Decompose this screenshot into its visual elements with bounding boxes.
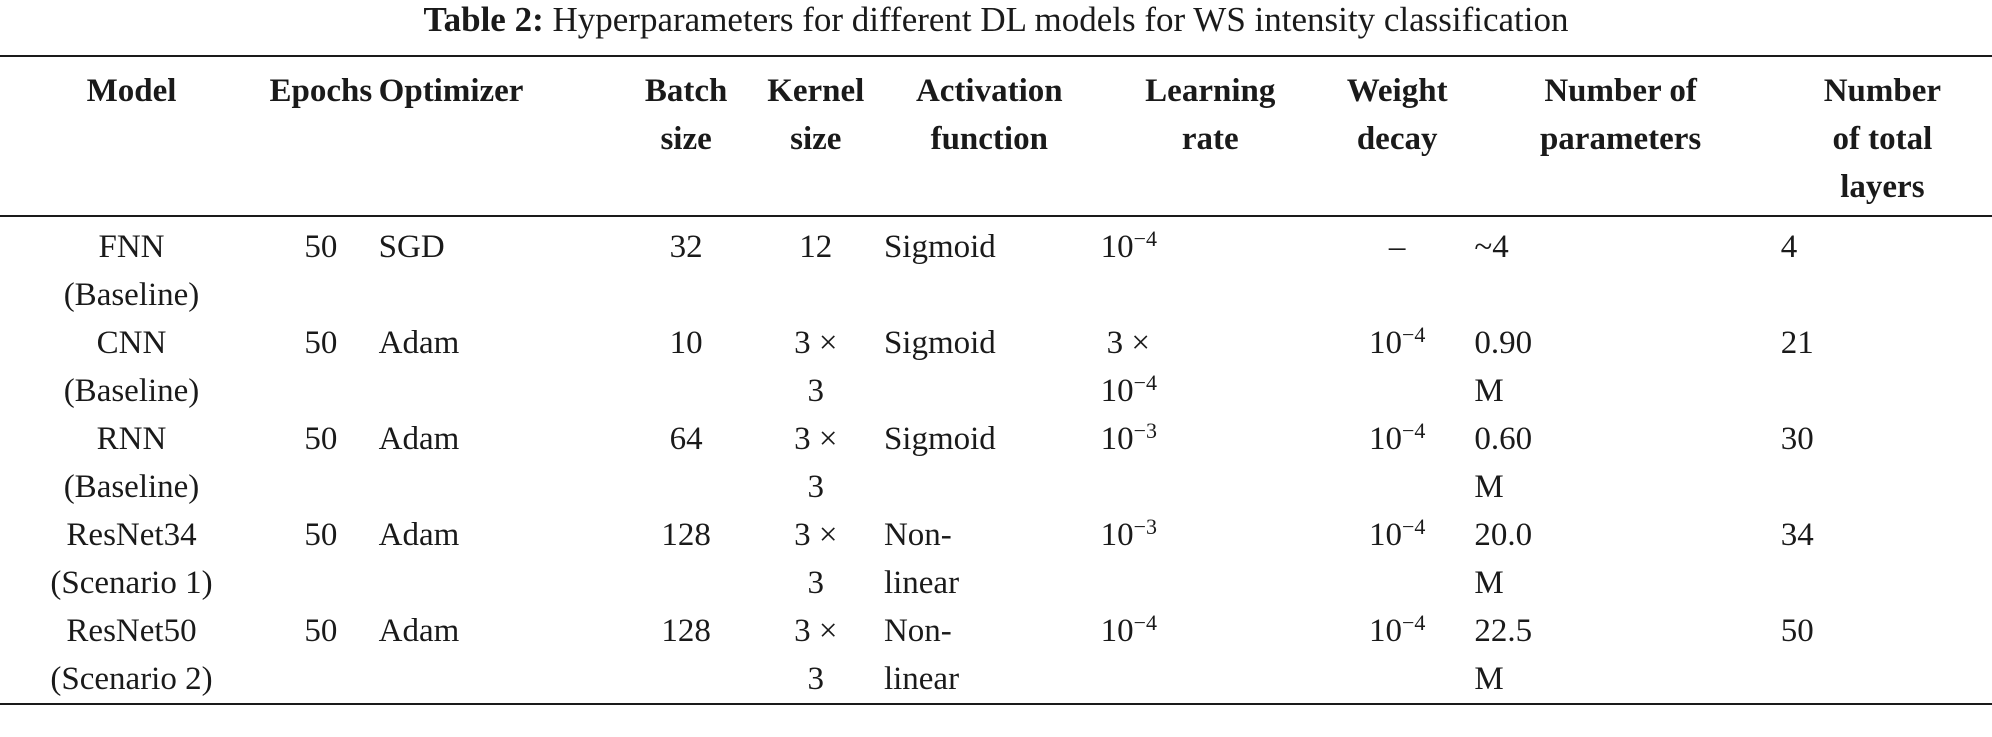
parameters-cell: 20.0 M [1474, 517, 1533, 601]
kernel-size-cell: 12 [799, 229, 833, 265]
activation-cell: Sigmoid [883, 325, 996, 361]
header-row: Model Epochs Optimizer Batch size Kernel s… [0, 56, 1992, 216]
epochs-cell: 50 [304, 613, 338, 649]
header-batch-size: Batch size [644, 73, 728, 157]
table-row: FNN (Baseline) 50 SGD 32 12 Sigmoid 10−4 – ~4 4 [0, 216, 1992, 319]
header-epochs: Epochs [269, 73, 373, 109]
learning-rate-cell: 10−4 [1100, 226, 1158, 265]
activation-cell: Non-linear [883, 517, 960, 601]
optimizer-cell: Adam [378, 613, 460, 649]
activation-cell: Sigmoid [883, 421, 996, 457]
weight-decay-cell: 10−4 [1368, 418, 1426, 457]
header-number-of-parameters: Number of parameters [1539, 73, 1702, 157]
table-caption: Table 2: Hyperparameters for different D… [0, 0, 1992, 55]
table-row: ResNet34 (Scenario 1) 50 Adam 128 3 × 3 Non-lin… [0, 511, 1992, 607]
learning-rate-cell: 10−3 [1100, 418, 1158, 457]
table-row: RNN (Baseline) 50 Adam 64 3 × 3 Sigmoid 10−3 10−4… [0, 415, 1992, 511]
hyperparameter-table: Model Epochs Optimizer Batch size Kernel s… [0, 55, 1992, 705]
model-cell: CNN (Baseline) [63, 325, 200, 409]
batch-size-cell: 128 [661, 517, 711, 553]
header-kernel-size: Kernel size [767, 73, 865, 157]
optimizer-cell: SGD [378, 229, 445, 265]
parameters-cell: 0.60 M [1474, 421, 1533, 505]
epochs-cell: 50 [304, 325, 338, 361]
table-row: ResNet50 (Scenario 2) 50 Adam 128 3 × 3 Non-lin… [0, 607, 1992, 704]
batch-size-cell: 64 [669, 421, 703, 457]
kernel-size-cell: 3 × 3 [794, 517, 838, 601]
parameters-cell: ~4 [1474, 229, 1509, 265]
parameters-cell: 0.90 M [1474, 325, 1533, 409]
caption-label: Table 2: [423, 0, 544, 39]
model-cell: RNN (Baseline) [63, 421, 200, 505]
header-activation-function: Activation function [915, 73, 1063, 157]
model-cell: ResNet34 (Scenario 1) [50, 517, 213, 601]
table-row: CNN (Baseline) 50 Adam 10 3 × 3 Sigmoid 3 × 10−4 1… [0, 319, 1992, 415]
layers-cell: 21 [1780, 325, 1814, 361]
activation-cell: Sigmoid [883, 229, 996, 265]
weight-decay-cell: 10−4 [1368, 610, 1426, 649]
batch-size-cell: 128 [661, 613, 711, 649]
learning-rate-cell: 3 × 10−4 [1100, 325, 1158, 409]
optimizer-cell: Adam [378, 325, 460, 361]
header-number-of-total-layers: Number of total layers [1823, 73, 1942, 205]
layers-cell: 34 [1780, 517, 1814, 553]
kernel-size-cell: 3 × 3 [794, 325, 838, 409]
learning-rate-cell: 10−4 [1100, 610, 1158, 649]
batch-size-cell: 10 [669, 325, 703, 361]
epochs-cell: 50 [304, 229, 338, 265]
optimizer-cell: Adam [378, 421, 460, 457]
model-cell: ResNet50 (Scenario 2) [50, 613, 213, 697]
learning-rate-cell: 10−3 [1100, 514, 1158, 553]
weight-decay-cell: – [1388, 229, 1406, 265]
epochs-cell: 50 [304, 517, 338, 553]
header-model: Model [86, 73, 177, 109]
header-learning-rate: Learning rate [1145, 73, 1276, 157]
weight-decay-cell: 10−4 [1368, 514, 1426, 553]
layers-cell: 30 [1780, 421, 1814, 457]
caption-text: Hyperparameters for different DL models … [543, 0, 1569, 39]
parameters-cell: 22.5 M [1474, 613, 1533, 697]
layers-cell: 4 [1780, 229, 1798, 265]
activation-cell: Non-linear [883, 613, 960, 697]
batch-size-cell: 32 [669, 229, 703, 265]
model-cell: FNN (Baseline) [63, 229, 200, 313]
epochs-cell: 50 [304, 421, 338, 457]
kernel-size-cell: 3 × 3 [794, 421, 838, 505]
kernel-size-cell: 3 × 3 [794, 613, 838, 697]
layers-cell: 50 [1780, 613, 1814, 649]
header-weight-decay: Weight decay [1346, 73, 1448, 157]
header-optimizer: Optimizer [378, 73, 524, 109]
optimizer-cell: Adam [378, 517, 460, 553]
weight-decay-cell: 10−4 [1368, 322, 1426, 361]
